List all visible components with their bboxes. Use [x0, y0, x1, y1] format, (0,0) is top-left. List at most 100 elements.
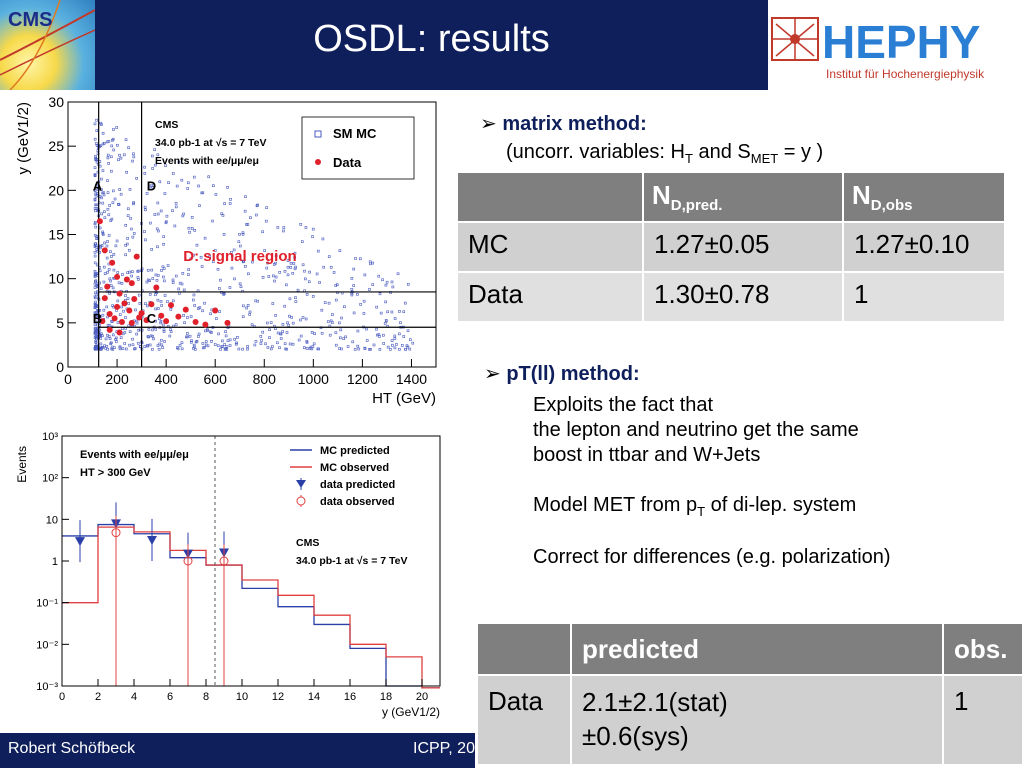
mc-point — [182, 288, 186, 292]
mc-point — [166, 264, 170, 267]
matrix-method-bullet: ➢ matrix method: — [480, 112, 647, 137]
mc-point — [143, 230, 146, 233]
mc-point — [110, 320, 114, 323]
data-point — [136, 314, 143, 321]
mc-point — [247, 272, 250, 276]
histogram-plot: 0 2 4 6 8 10 12 14 16 18 20 10⁻³ 10⁻² 10⁻¹ 1 10 10² 10³ y … — [0, 428, 445, 728]
mc-point — [296, 288, 300, 292]
data-observed-marker — [219, 556, 229, 566]
mc-point — [304, 317, 308, 321]
mc-point — [174, 323, 178, 326]
mc-point — [269, 321, 273, 324]
mc-point — [114, 338, 117, 341]
mc-point — [151, 154, 154, 158]
mc-point — [278, 271, 281, 274]
mc-point — [151, 186, 155, 189]
mc-point — [94, 339, 98, 343]
mc-point — [104, 347, 107, 350]
mc-point — [311, 227, 315, 231]
mc-point — [222, 292, 226, 295]
mc-point — [103, 272, 107, 275]
data-point — [106, 326, 113, 333]
mc-point — [338, 249, 342, 252]
pt-method-line-part: Model MET from p — [533, 494, 698, 516]
mc-point — [208, 255, 212, 258]
mc-point — [99, 333, 103, 337]
x-tick-label: 600 — [204, 371, 228, 387]
x-tick-label: 200 — [105, 371, 129, 387]
mc-point — [189, 340, 193, 344]
mc-point — [356, 293, 359, 296]
y-tick-label: 15 — [48, 227, 64, 243]
x-tick-label: 4 — [131, 691, 137, 703]
mc-point — [106, 156, 110, 160]
y-tick-label: 10⁻¹ — [36, 598, 58, 610]
mc-point — [210, 331, 213, 334]
mc-point — [253, 343, 257, 347]
mc-point — [158, 180, 162, 184]
mc-point — [261, 230, 264, 234]
mc-point — [163, 279, 166, 283]
x-tick-label: 2 — [95, 691, 101, 703]
x-tick-label: 400 — [154, 371, 178, 387]
y-axis-label: Events — [15, 446, 29, 483]
table-header-cell — [456, 171, 644, 223]
mc-point — [95, 118, 98, 122]
mc-point — [161, 346, 164, 349]
pt-method-line-part: of di-lep. system — [705, 494, 857, 516]
mc-point — [310, 331, 314, 334]
mc-point — [107, 268, 111, 271]
mc-point — [377, 274, 381, 278]
mc-point — [109, 219, 113, 222]
x-tick-label: 20 — [416, 691, 428, 703]
mc-point — [266, 346, 270, 349]
mc-point — [154, 319, 157, 323]
mc-point — [104, 337, 108, 341]
mc-point — [323, 301, 327, 304]
mc-point — [157, 229, 160, 233]
mc-point — [356, 344, 360, 348]
mc-point — [116, 143, 119, 147]
mc-point — [241, 315, 245, 318]
mc-point — [156, 274, 160, 277]
mc-point — [271, 302, 275, 305]
mc-point — [123, 331, 127, 334]
info-text: HT > 300 GeV — [80, 467, 151, 479]
mc-point — [151, 167, 154, 170]
scatter-plot-area: 0 200 400 600 800 1000 1200 1400 0 5 10 15 20 25 30 HT … — [15, 94, 437, 407]
mc-point — [137, 278, 140, 281]
mc-point — [103, 241, 106, 245]
mc-point — [332, 271, 336, 274]
mc-point — [94, 242, 98, 245]
mc-point — [238, 282, 242, 286]
legend-label: Data — [333, 155, 362, 170]
mc-point — [116, 321, 120, 324]
mc-point — [338, 321, 341, 325]
mc-point — [269, 347, 273, 351]
mc-point — [194, 340, 198, 344]
mc-point — [94, 280, 97, 283]
mc-point — [241, 231, 245, 235]
mc-point — [203, 236, 207, 240]
mc-point — [216, 344, 220, 348]
mc-point — [283, 304, 286, 308]
info-text: CMS — [296, 537, 319, 549]
mc-point — [124, 294, 127, 297]
mc-point — [167, 181, 170, 184]
mc-point — [398, 348, 401, 351]
mc-point — [358, 257, 362, 261]
table-header-sub: D,obs — [870, 197, 913, 215]
mc-point — [180, 178, 184, 182]
legend-label: data predicted — [320, 479, 395, 491]
mc-point — [177, 287, 181, 291]
mc-point — [190, 216, 194, 219]
mc-point — [174, 274, 178, 278]
mc-point — [93, 222, 97, 226]
mc-point — [276, 341, 279, 345]
mc-point — [148, 279, 151, 283]
mc-point — [115, 126, 118, 129]
mc-point — [154, 307, 157, 311]
table-header-cell: obs. — [942, 622, 1024, 676]
mc-point — [156, 201, 160, 205]
mc-point — [251, 260, 254, 264]
